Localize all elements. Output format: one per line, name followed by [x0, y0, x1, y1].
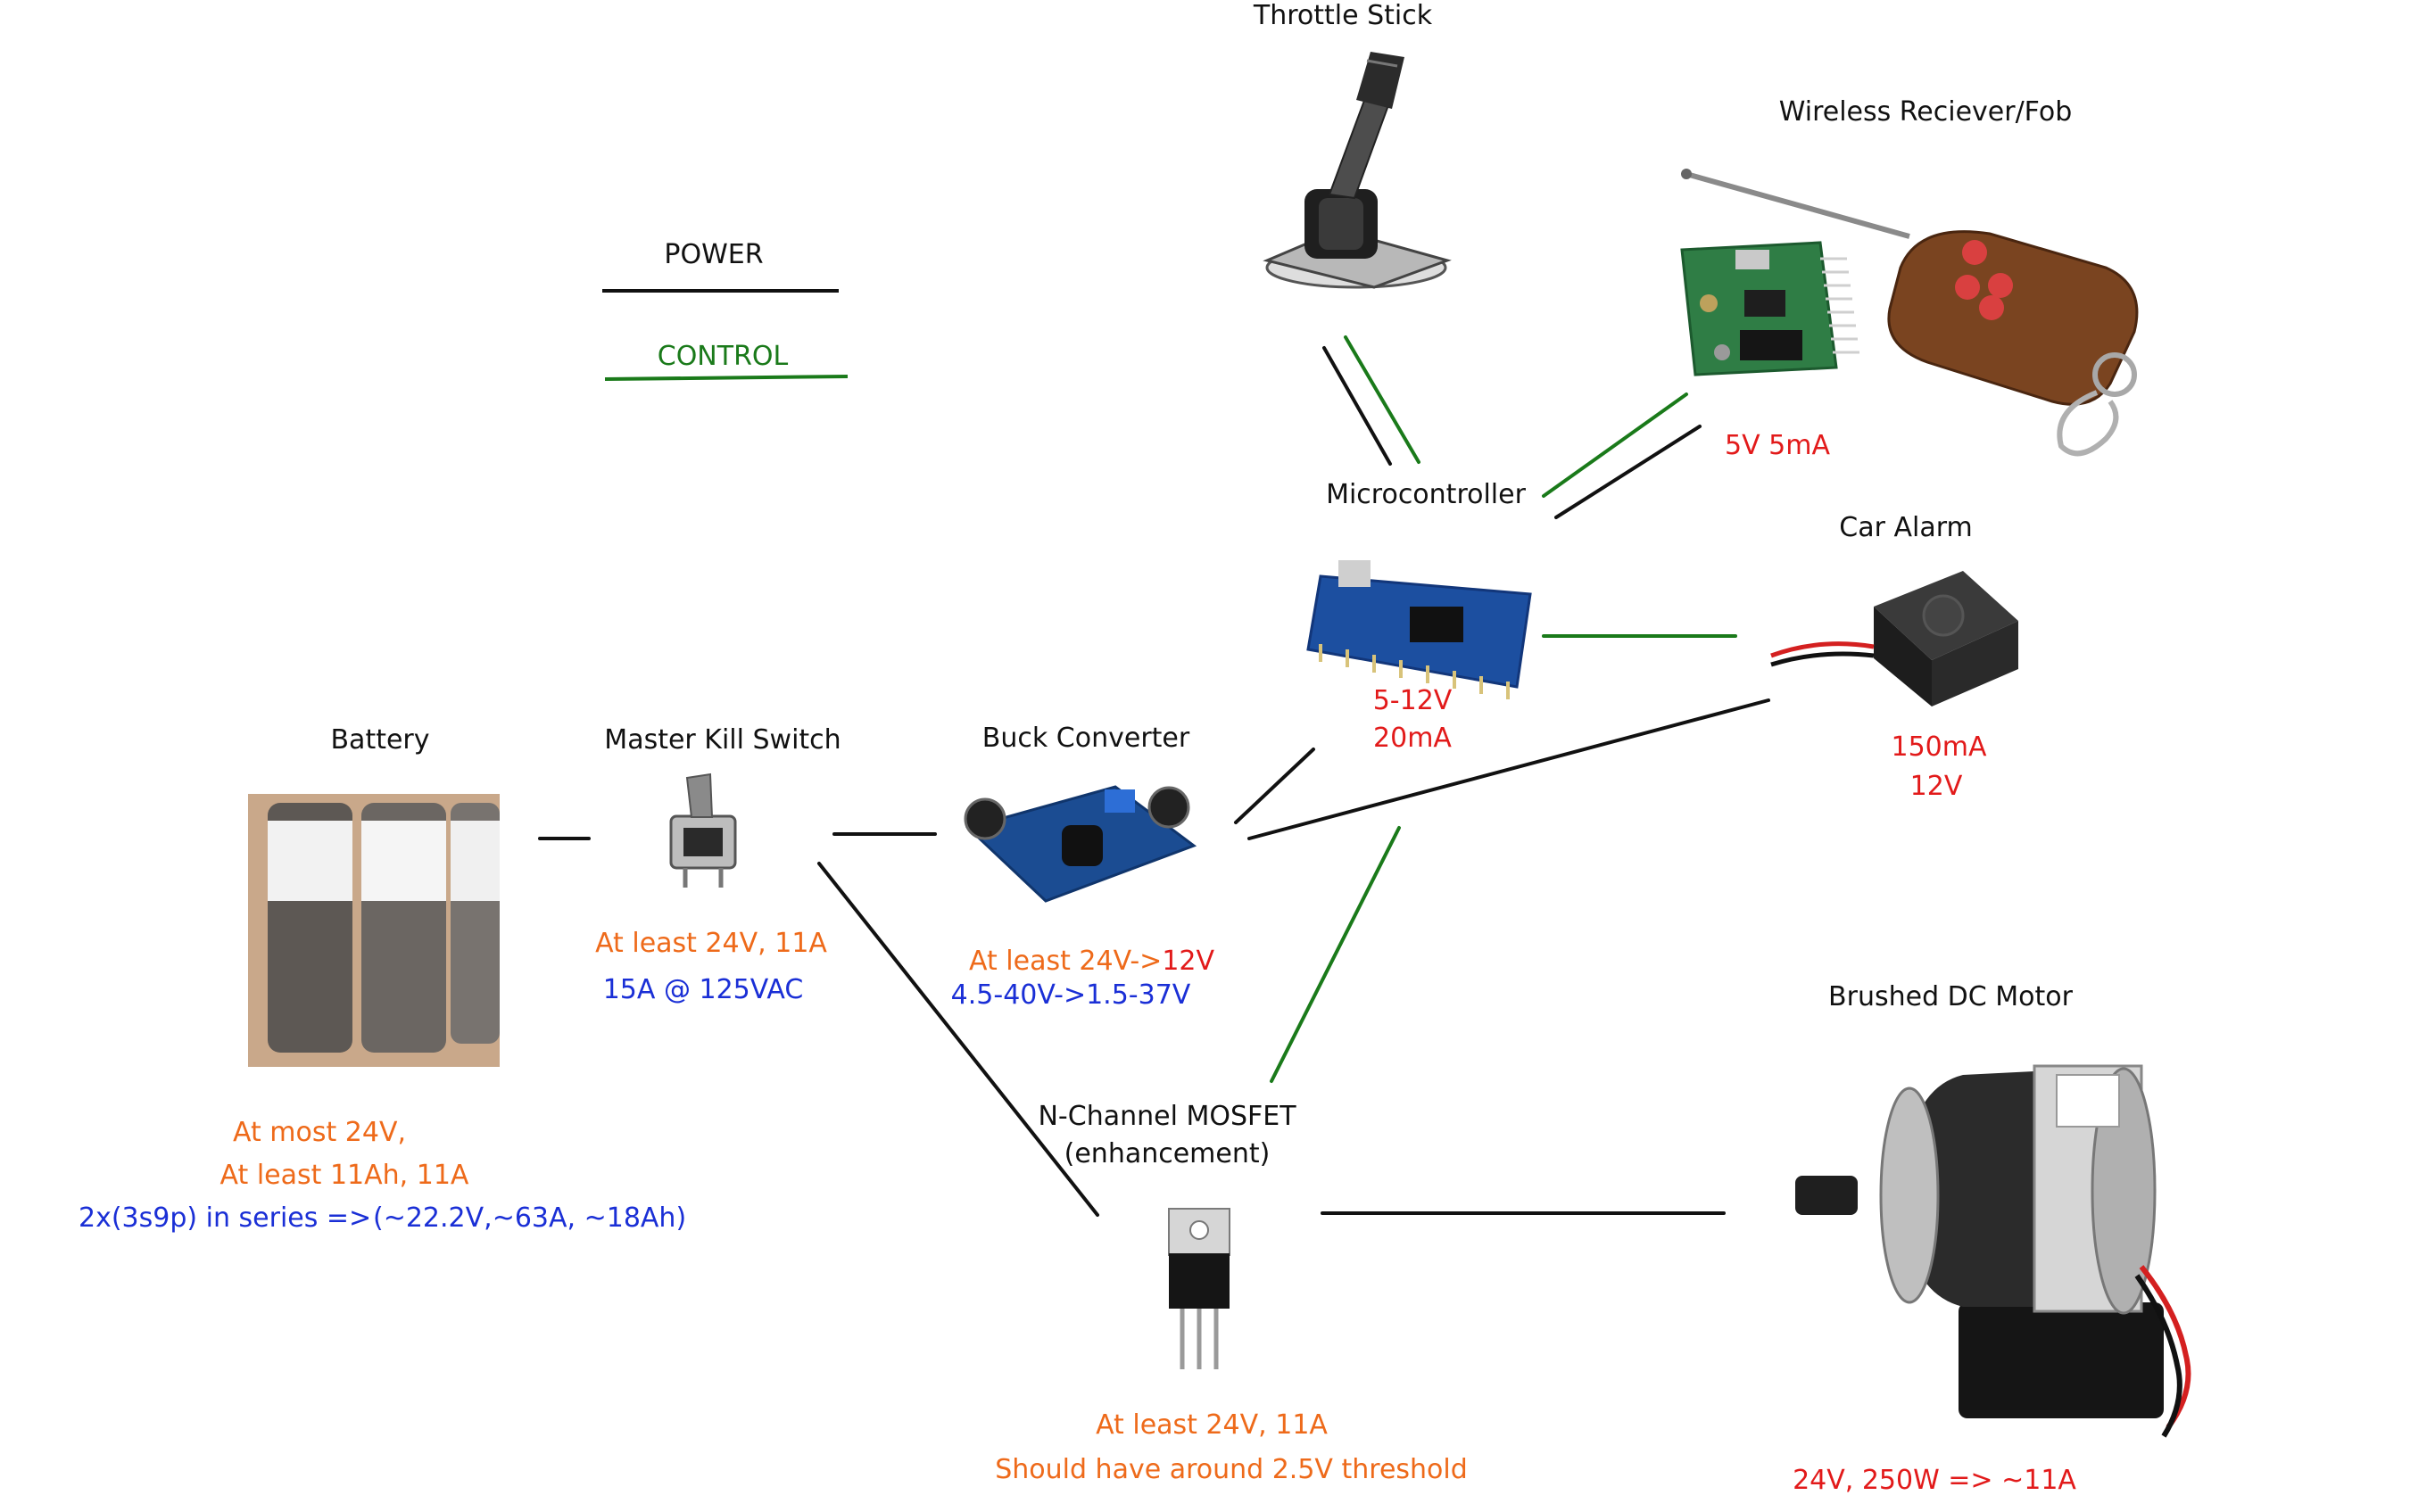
- buck-converter-image: [964, 785, 1197, 903]
- mosfet-subtitle: (enhancement): [1064, 1138, 1271, 1169]
- car-alarm-spec-current: 150mA: [1891, 731, 1987, 763]
- wire-micro-mosfet-control: [1270, 826, 1401, 1083]
- legend-control-label: CONTROL: [657, 341, 789, 372]
- mosfet-title: N-Channel MOSFET: [1038, 1101, 1296, 1132]
- battery-note-output: (~22.2V,~63A, ~18Ah): [373, 1202, 687, 1234]
- wire-buck-micro: [1234, 748, 1315, 824]
- mosfet-note-threshold: Should have around 2.5V threshold: [995, 1454, 1468, 1485]
- throttle-title: Throttle Stick: [1253, 0, 1433, 31]
- kill-switch-title: Master Kill Switch: [604, 724, 841, 756]
- dc-motor-image: [1795, 1064, 2191, 1438]
- buck-note-input: At least 24V->: [969, 946, 1163, 977]
- car-alarm-spec-voltage: 12V: [1909, 771, 1963, 802]
- microcontroller-title: Microcontroller: [1326, 479, 1526, 510]
- control-wires: [1270, 335, 1737, 1083]
- car-alarm-title: Car Alarm: [1839, 512, 1973, 543]
- wire-switch-mosfet: [817, 862, 1099, 1217]
- buck-note-range: 4.5-40V->1.5-37V: [950, 979, 1191, 1011]
- buck-note-output: 12V: [1162, 946, 1215, 977]
- legend-control-line: [604, 375, 849, 381]
- legend-power-label: POWER: [664, 239, 764, 270]
- key-fob-image: [1887, 230, 2139, 457]
- mosfet-note-min: At least 24V, 11A: [1096, 1409, 1328, 1441]
- wireless-spec: 5V 5mA: [1725, 430, 1830, 461]
- wire-throttle-micro-power: [1322, 346, 1392, 466]
- power-wires: [538, 346, 1770, 1217]
- battery-title: Battery: [330, 724, 430, 756]
- buck-note-conversion: At least 24V->12V: [969, 946, 1214, 978]
- throttle-stick-image: [1263, 52, 1452, 289]
- kill-switch-note-min: At least 24V, 11A: [595, 928, 827, 959]
- motor-spec: 24V, 250W => ~11A: [1793, 1465, 2076, 1496]
- microcontroller-image: [1306, 560, 1532, 699]
- microcontroller-spec-current: 20mA: [1373, 723, 1452, 754]
- wire-micro-wireless-control: [1542, 392, 1688, 498]
- battery-note-config: 2x(3s9p) in series =>: [79, 1202, 372, 1234]
- battery-note-min: At least 11Ah, 11A: [219, 1160, 469, 1191]
- microcontroller-spec-voltage: 5-12V: [1372, 685, 1453, 716]
- motor-title: Brushed DC Motor: [1828, 981, 2073, 1012]
- battery-image: [248, 794, 500, 1067]
- kill-switch-note-rating: 15A @ 125VAC: [602, 974, 804, 1005]
- wire-buck-alarm: [1247, 698, 1770, 840]
- wireless-title: Wireless Reciever/Fob: [1778, 96, 2073, 128]
- mosfet-image: [1168, 1208, 1230, 1369]
- battery-note-max: At most 24V,: [232, 1117, 407, 1148]
- wire-micro-wireless-power: [1554, 425, 1702, 519]
- car-alarm-image: [1770, 571, 2018, 706]
- kill-switch-image: [669, 773, 737, 888]
- wire-throttle-micro-control: [1344, 335, 1420, 464]
- wireless-receiver-image: [1680, 169, 1910, 376]
- buck-title: Buck Converter: [981, 723, 1190, 754]
